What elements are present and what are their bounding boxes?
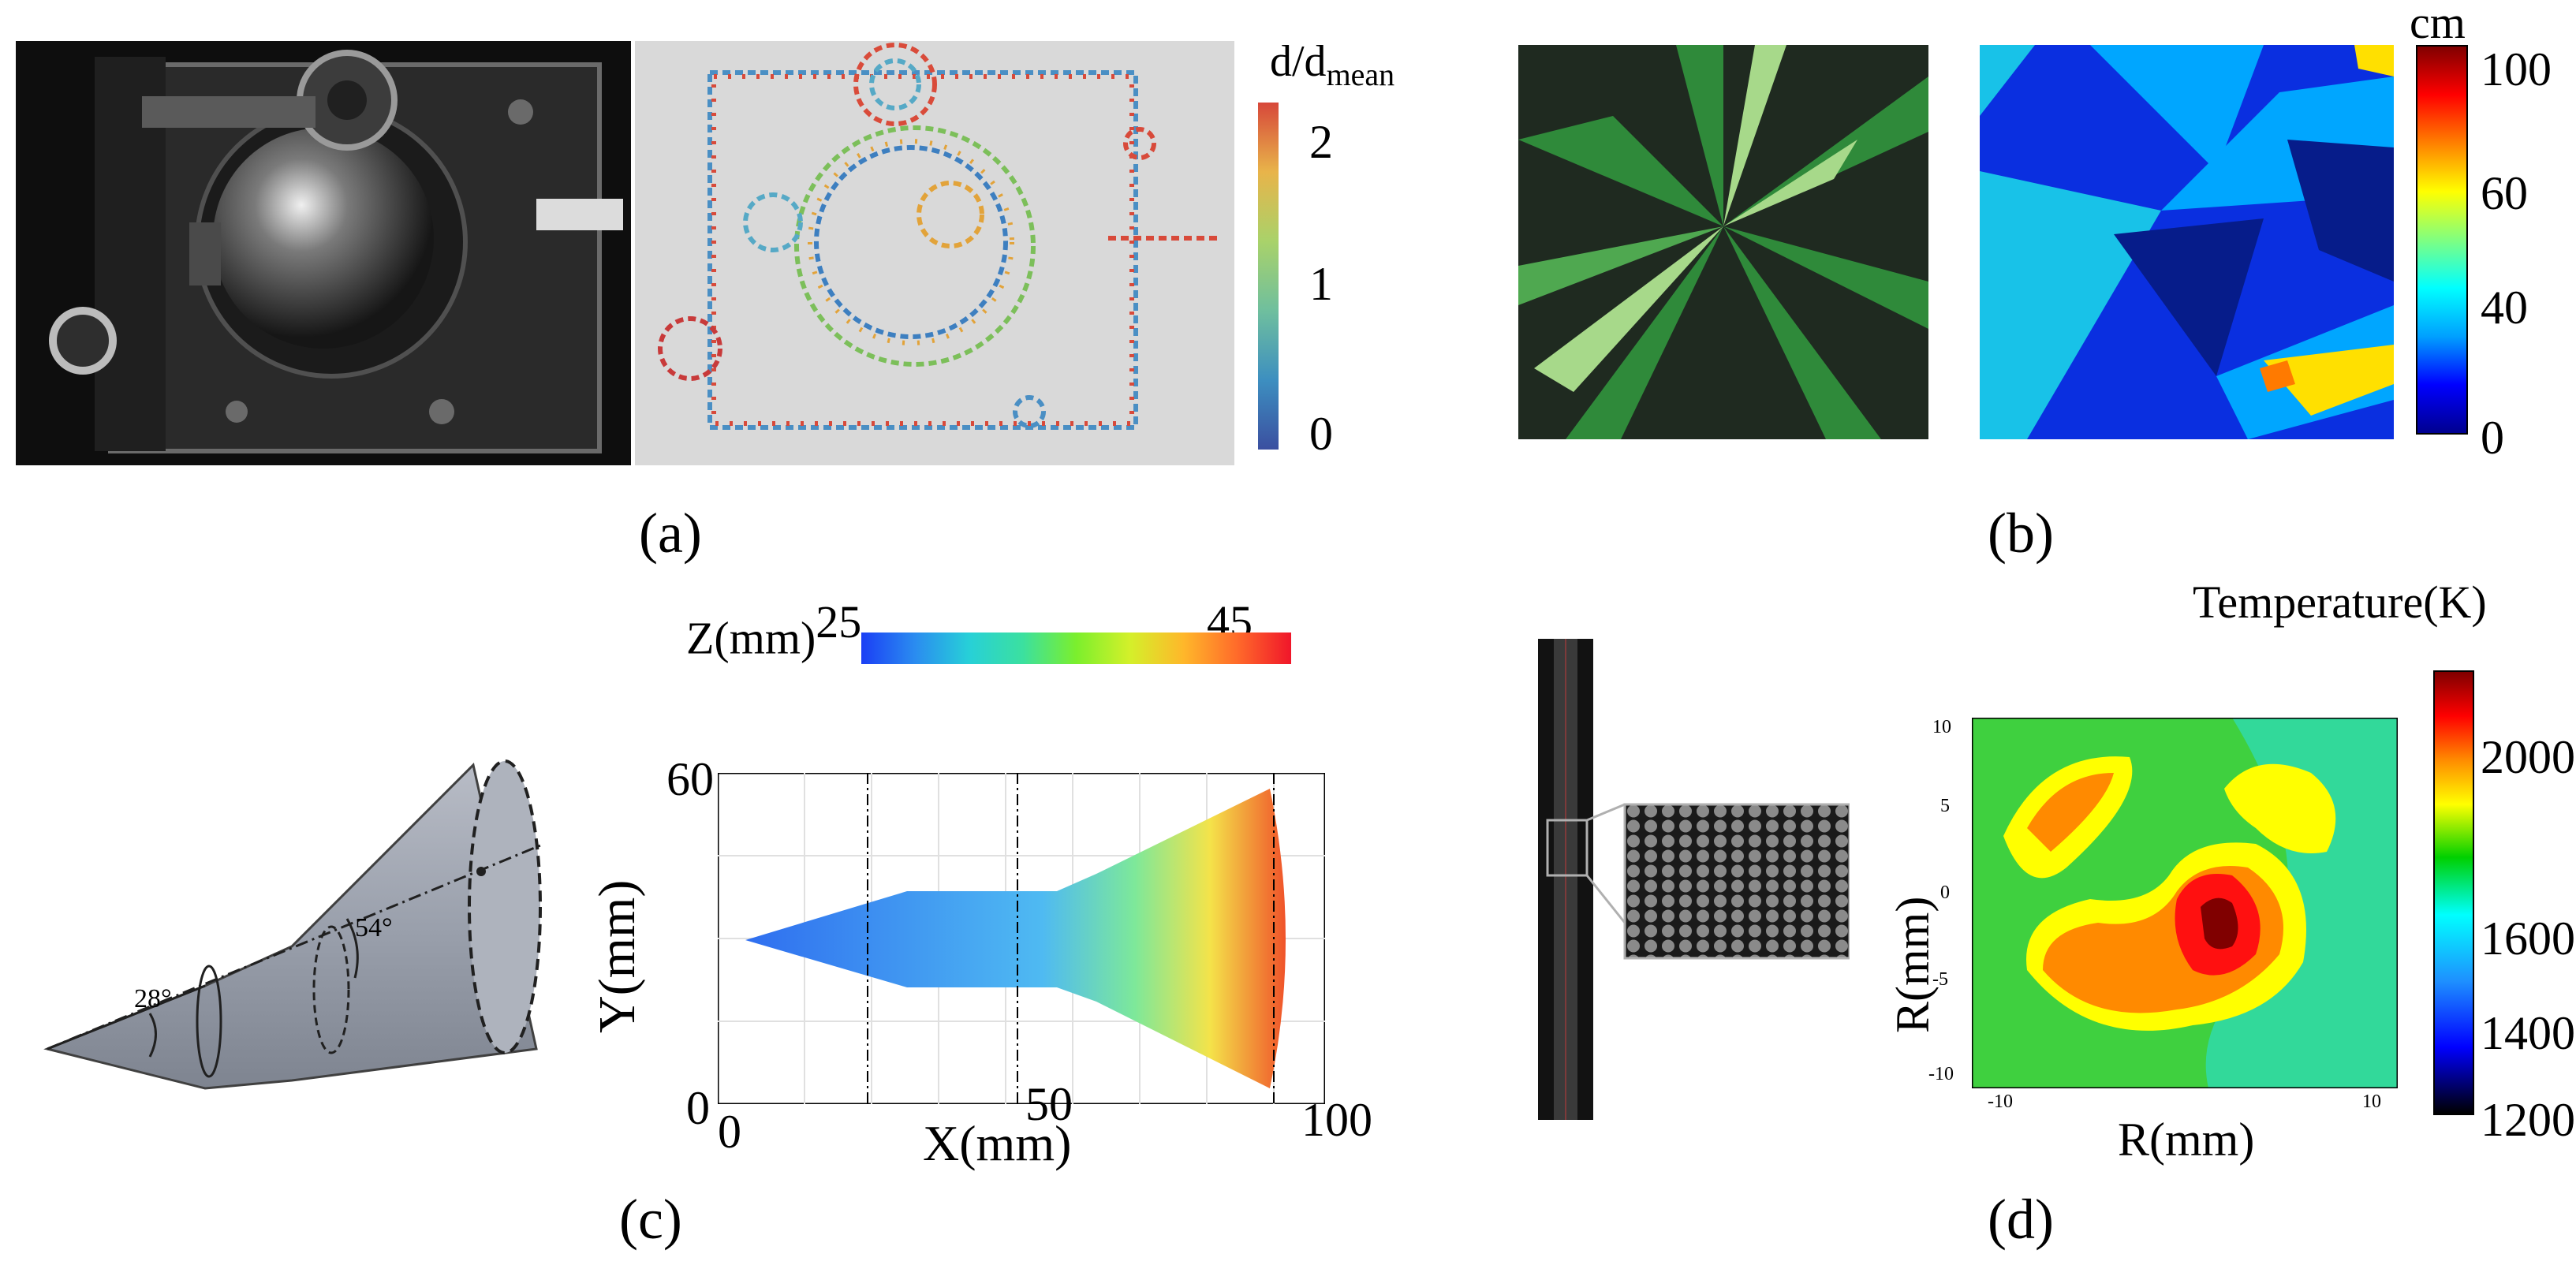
panel-c-angle-label: 54° (355, 913, 393, 942)
panel-a-caption: (a) (639, 502, 702, 565)
panel-c-ylabel: Y(mm) (588, 879, 646, 1033)
panel-b-colorbar (2416, 45, 2468, 435)
panel-a-colorbar (1258, 103, 1279, 450)
panel-d-ytick: -10 (1928, 1064, 1954, 1084)
panel-d-colorbar (2433, 670, 2474, 1115)
panel-b-caption: (b) (1988, 502, 2054, 565)
panel-a-colorbar-title: d/dmean (1270, 37, 1395, 93)
panel-c-contour-plot (718, 773, 1325, 1104)
panel-d-colorbar-tick: 1200 (2481, 1094, 2575, 1146)
panel-c-xtick: 50 (1025, 1078, 1073, 1130)
panel-a: d/dmean 2 1 0 (a) (0, 0, 1420, 568)
panel-a-deviation-map (635, 41, 1234, 465)
panel-d-ytick: -5 (1932, 969, 1948, 990)
panel-d-xtick: 10 (2362, 1091, 2381, 1112)
panel-a-colorbar-tick: 0 (1309, 408, 1333, 460)
panel-c-angle-label: 28° (134, 984, 172, 1013)
panel-b: cm 100 60 40 0 (b) (1420, 0, 2576, 568)
panel-b-depth-map (1980, 45, 2394, 439)
panel-a-device-photo (16, 41, 631, 465)
panel-d-temperature-plot (1972, 718, 2398, 1088)
panel-c-caption: (c) (619, 1188, 682, 1251)
panel-c-xtick: 0 (718, 1106, 741, 1158)
panel-d-xlabel: R(mm) (2118, 1114, 2255, 1166)
panel-d-ytick: 0 (1940, 883, 1950, 903)
panel-d-ylabel: R(mm) (1887, 896, 1939, 1033)
panel-d: Temperature(K) R(mm) 10 5 0 -5 -10 -10 1… (1420, 568, 2576, 1265)
panel-c-xtick: 100 (1301, 1094, 1372, 1146)
panel-d-xtick: -10 (1988, 1091, 2013, 1112)
panel-c-ytick: 0 (686, 1082, 710, 1134)
panel-b-plant-photo (1518, 45, 1928, 439)
panel-b-colorbar-tick: 40 (2481, 282, 2528, 334)
panel-b-colorbar-tick: 100 (2481, 43, 2552, 95)
panel-d-colorbar-title: Temperature(K) (2193, 577, 2487, 628)
panel-d-colorbar-tick: 2000 (2481, 731, 2575, 783)
panel-c-xlabel: X(mm) (923, 1115, 1072, 1171)
panel-d-beam-image (1538, 639, 1850, 1120)
panel-b-colorbar-unit: cm (2410, 0, 2466, 48)
panel-d-colorbar-tick: 1400 (2481, 1007, 2575, 1059)
panel-d-colorbar-tick: 1600 (2481, 912, 2575, 965)
panel-c-ytick: 60 (666, 753, 714, 805)
panel-c: 28° 54° Z(mm)25 45 (0, 568, 1420, 1265)
panel-a-colorbar-tick: 2 (1309, 116, 1333, 168)
panel-c-nozzle-diagram (43, 759, 545, 1090)
panel-c-colorbar-title: Z(mm)25 (686, 596, 862, 664)
panel-b-colorbar-tick: 0 (2481, 412, 2504, 464)
panel-d-ytick: 5 (1940, 796, 1950, 816)
panel-d-caption: (d) (1988, 1188, 2054, 1251)
panel-b-colorbar-tick: 60 (2481, 167, 2528, 219)
panel-d-ytick: 10 (1932, 717, 1951, 737)
panel-c-colorbar (861, 632, 1291, 664)
panel-a-colorbar-tick: 1 (1309, 258, 1333, 310)
